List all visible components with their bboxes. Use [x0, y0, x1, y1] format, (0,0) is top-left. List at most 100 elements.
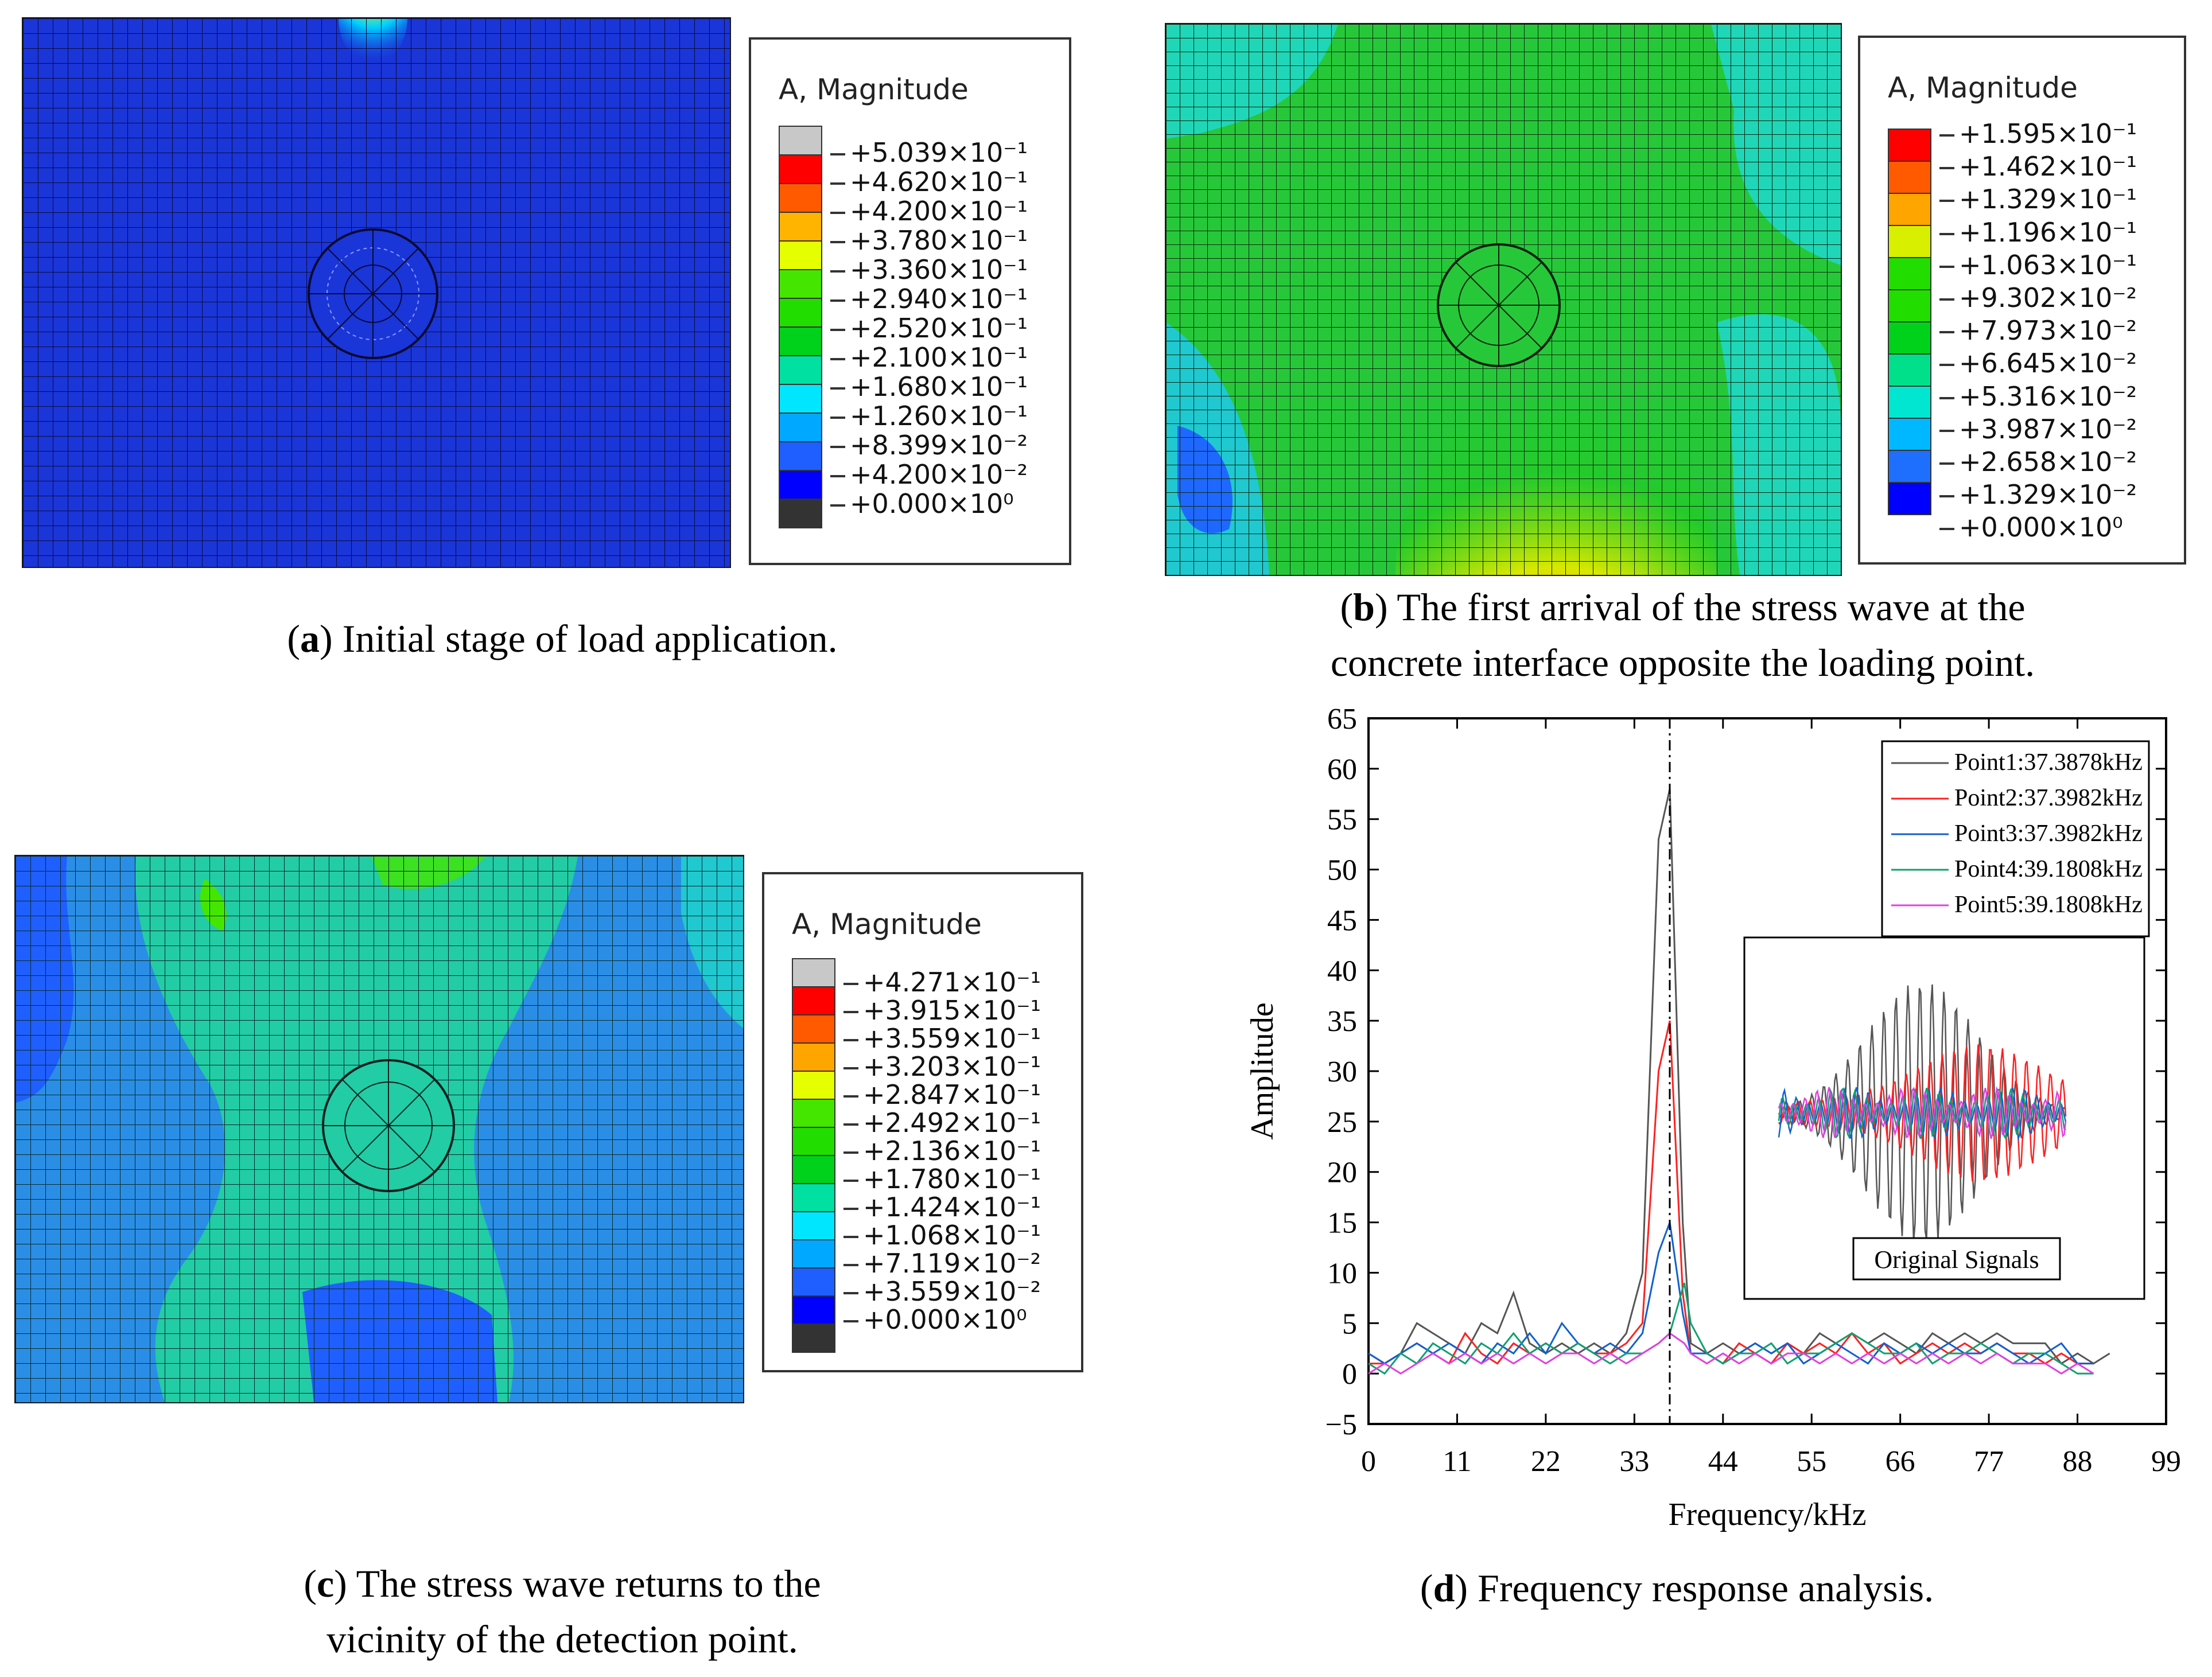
legend-swatches-b — [1888, 129, 1931, 515]
caption-text-a: ) Initial stage of load application. — [320, 617, 838, 660]
legend-swatch — [779, 470, 822, 500]
legend-value: +3.780×10⁻¹ — [830, 225, 1028, 256]
legend-swatch — [779, 499, 822, 528]
mesh-image-b — [1166, 24, 1841, 575]
legend-swatch — [779, 441, 822, 471]
legend-c: A, Magnitude +4.271×10⁻¹ +3.915×10⁻¹ +3.55… — [762, 872, 1083, 1372]
y-tick-label: 65 — [1327, 703, 1357, 736]
x-tick-label: 22 — [1531, 1445, 1561, 1478]
legend-value: +2.520×10⁻¹ — [830, 313, 1028, 344]
legend-value: +3.559×10⁻¹ — [843, 1023, 1041, 1054]
caption-c: (c) The stress wave returns to the vicin… — [0, 1556, 1125, 1667]
legend-swatch — [792, 1155, 835, 1184]
mesh-image-c — [15, 856, 743, 1402]
legend-swatch — [792, 1014, 835, 1044]
legend-value: +4.620×10⁻¹ — [830, 166, 1028, 197]
legend-entry: Point2:37.3982kHz — [1954, 785, 2143, 811]
legend-value: +1.780×10⁻¹ — [843, 1164, 1041, 1194]
legend-swatch — [792, 1042, 835, 1072]
legend-swatches-a — [779, 126, 822, 528]
legend-entry: Point1:37.3878kHz — [1954, 749, 2143, 776]
caption-line2-b: concrete interface opposite the loading … — [1330, 640, 2035, 684]
caption-line1-c: ) The stress wave returns to the — [334, 1562, 821, 1605]
y-tick-label: 20 — [1327, 1157, 1357, 1189]
series-line-point4 — [1368, 1282, 2094, 1375]
legend-value: +2.136×10⁻¹ — [843, 1135, 1041, 1166]
legend-value: +2.847×10⁻¹ — [843, 1079, 1041, 1110]
x-tick-label: 44 — [1708, 1445, 1738, 1478]
legend-swatch — [792, 1267, 835, 1297]
legend-swatch — [792, 1071, 835, 1100]
legend-entry: Point3:37.3982kHz — [1954, 820, 2143, 847]
legend-swatch — [779, 269, 822, 299]
legend-value: +2.492×10⁻¹ — [843, 1107, 1041, 1138]
x-tick-label: 11 — [1443, 1445, 1471, 1478]
y-tick-label: 45 — [1327, 904, 1357, 937]
inset-signal-trace — [1778, 1087, 2066, 1141]
fem-contour-plot-b — [1165, 23, 1842, 576]
legend-swatch — [1888, 353, 1931, 387]
legend-swatches-c — [792, 958, 835, 1353]
x-tick-label: 55 — [1797, 1445, 1826, 1478]
caption-letter-b: b — [1353, 585, 1375, 629]
legend-value: +4.200×10⁻¹ — [830, 196, 1028, 227]
caption-letter-d: d — [1433, 1566, 1455, 1610]
caption-line1-b: ) The first arrival of the stress wave a… — [1374, 585, 2026, 629]
legend-swatch — [792, 1099, 835, 1128]
legend-swatch — [1888, 386, 1931, 419]
y-tick-label: 10 — [1327, 1257, 1357, 1290]
fem-contour-plot-a — [22, 17, 731, 568]
legend-value: +3.987×10⁻² — [1939, 413, 2137, 445]
legend-value: +6.645×10⁻² — [1939, 348, 2137, 379]
legend-title-a: A, Magnitude — [779, 73, 969, 106]
legend-swatch — [1888, 321, 1931, 355]
legend-value: +2.658×10⁻² — [1939, 446, 2137, 477]
legend-swatch — [1888, 225, 1931, 258]
legend-swatch — [779, 355, 822, 385]
legend-value: +1.329×10⁻¹ — [1939, 184, 2137, 215]
legend-value: +3.203×10⁻¹ — [843, 1051, 1041, 1082]
caption-b: (b) The first arrival of the stress wave… — [1153, 579, 2212, 690]
legend-value: +0.000×10⁰ — [843, 1304, 1027, 1335]
legend-title-b: A, Magnitude — [1888, 71, 2078, 104]
caption-letter-c: c — [316, 1562, 335, 1605]
legend-swatch — [1888, 450, 1931, 483]
fem-contour-plot-c — [14, 855, 744, 1403]
legend-value: +1.595×10⁻¹ — [1939, 118, 2137, 149]
x-tick-label: 99 — [2151, 1445, 2181, 1478]
legend-value: +9.302×10⁻² — [1939, 282, 2137, 313]
legend-swatch — [1888, 257, 1931, 290]
legend-swatch — [792, 1324, 835, 1353]
inset-label-box — [1852, 1237, 2061, 1281]
legend-swatch — [1888, 161, 1931, 194]
legend-value: +1.329×10⁻² — [1939, 479, 2137, 511]
legend-value: +4.271×10⁻¹ — [843, 967, 1041, 998]
legend-value: +1.196×10⁻¹ — [1939, 216, 2137, 248]
legend-swatch — [792, 1127, 835, 1156]
legend-value: +7.119×10⁻² — [843, 1248, 1041, 1279]
legend-swatch — [1888, 418, 1931, 451]
legend-value: +7.973×10⁻² — [1939, 315, 2137, 347]
x-tick-label: 33 — [1619, 1445, 1649, 1478]
legend-value: +0.000×10⁰ — [830, 488, 1014, 519]
y-tick-label: 25 — [1327, 1106, 1357, 1139]
legend-value: +3.360×10⁻¹ — [830, 254, 1028, 285]
y-tick-label: 60 — [1327, 753, 1357, 786]
legend-entry: Point5:39.1808kHz — [1954, 892, 2143, 918]
caption-d: (d) Frequency response analysis. — [1420, 1566, 1934, 1610]
legend-value: +5.039×10⁻¹ — [830, 137, 1028, 168]
series-line-point1 — [1368, 788, 2110, 1365]
x-axis-label: Frequency/kHz — [1668, 1497, 1866, 1532]
legend-value: +3.915×10⁻¹ — [843, 995, 1041, 1026]
legend-title-c: A, Magnitude — [792, 908, 982, 941]
legend-value: +1.260×10⁻¹ — [830, 400, 1028, 431]
y-axis-label: Amplitude — [1245, 1002, 1280, 1140]
legend-b: A, Magnitude +1.595×10⁻¹ +1.462×10⁻¹ +1.32… — [1858, 36, 2186, 565]
legend-entry: Point4:39.1808kHz — [1954, 856, 2143, 882]
legend-value: +0.000×10⁰ — [1939, 512, 2123, 543]
legend-swatch — [779, 240, 822, 270]
legend-swatch — [779, 384, 822, 414]
x-tick-label: 77 — [1974, 1445, 2004, 1478]
legend-swatch — [792, 1183, 835, 1212]
